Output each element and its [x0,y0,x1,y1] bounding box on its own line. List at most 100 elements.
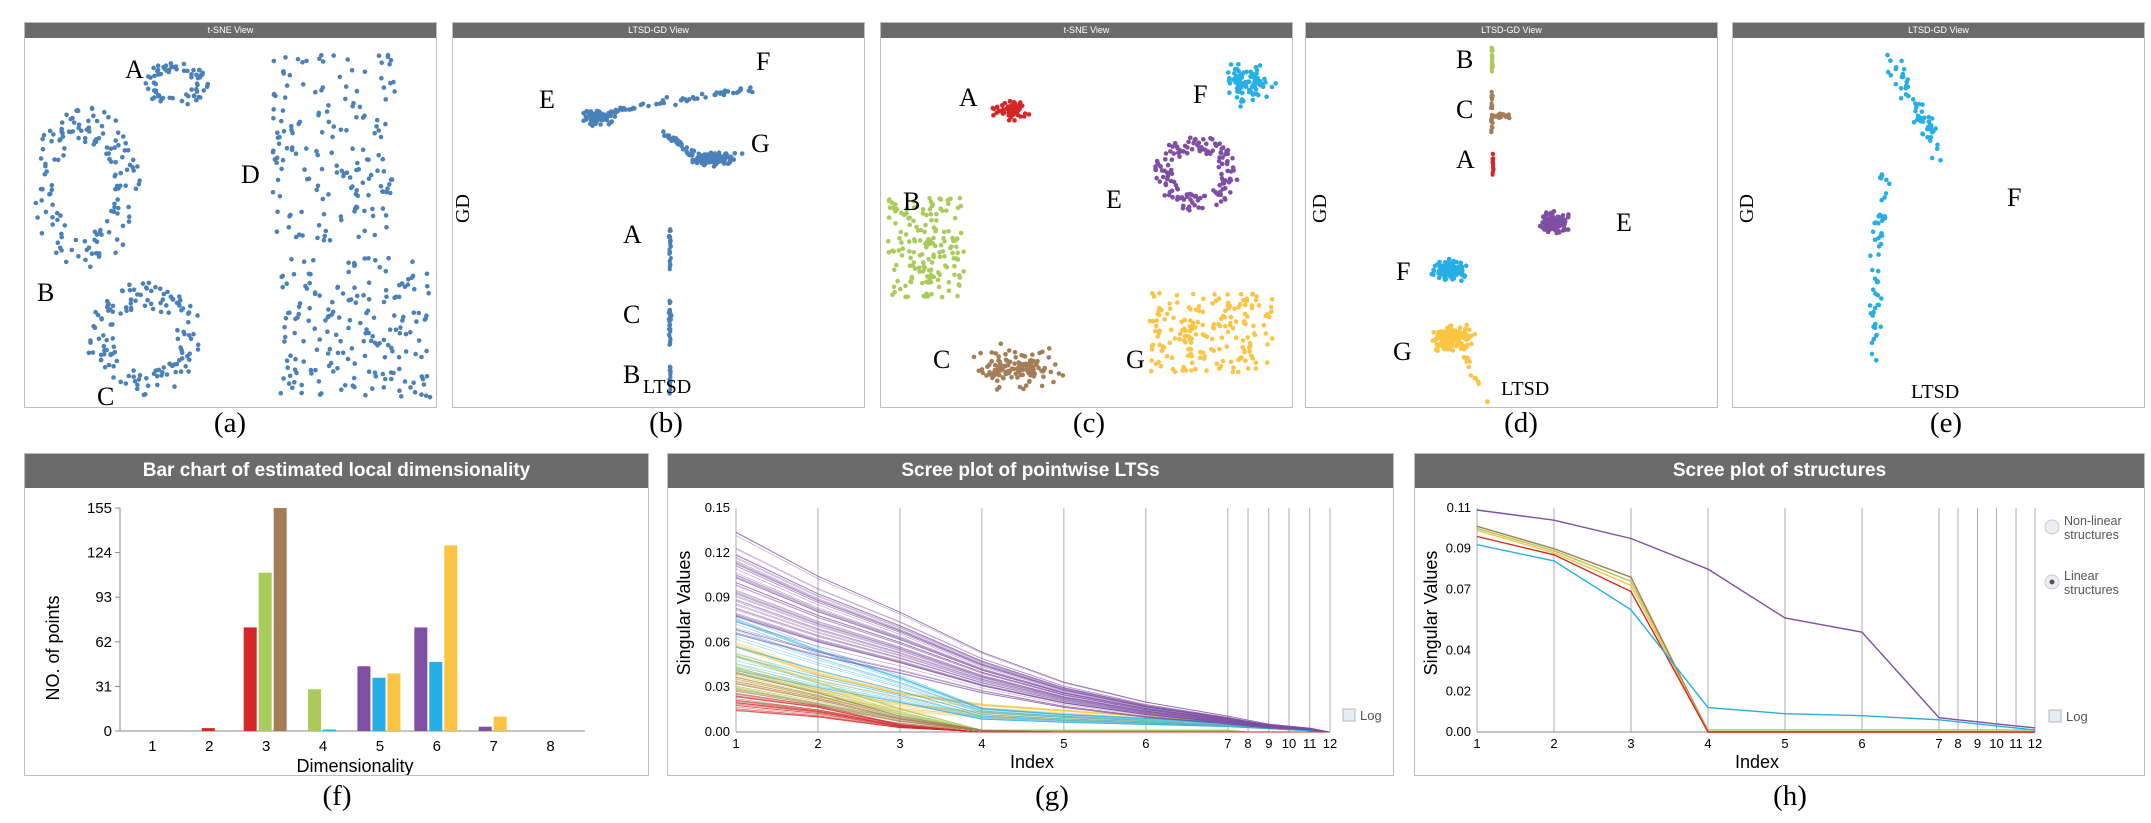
bar[interactable] [273,508,287,731]
bar[interactable] [387,673,401,731]
panel-c-header: t-SNE View [881,23,1292,38]
scatter-point [1442,329,1447,335]
scatter-point [108,146,114,151]
series-line[interactable] [1476,509,2036,729]
structures-plot-svg[interactable]: Singular Values Index Non-linear structu… [1415,488,2144,775]
scatter-point [998,368,1004,373]
bar[interactable] [429,661,443,731]
scatter-point [403,349,409,354]
scatter-point [282,334,288,340]
series-line[interactable] [735,666,1331,733]
scatter-point [370,213,376,219]
panel-e-header: LTSD-GD View [1733,23,2144,38]
series-line[interactable] [735,535,1331,733]
panel-e-scatter[interactable]: GD LTSD F [1733,38,2144,407]
scatter-point [400,318,405,323]
log-checkbox[interactable] [1342,708,1356,722]
series-line[interactable] [1476,544,2036,731]
scatter-point [920,207,926,212]
scatter-point [1015,366,1020,372]
scatter-point [1219,146,1224,152]
scatter-point [955,257,961,262]
scatter-point [1036,365,1041,371]
bar[interactable] [493,716,507,731]
scatter-point [346,260,351,266]
series-line[interactable] [735,632,1331,733]
scatter-point [952,264,957,269]
series-line[interactable] [1476,535,2035,733]
scatter-point [904,206,910,212]
log-checkbox[interactable] [2048,709,2062,723]
scatter-point [334,170,340,175]
bar[interactable] [444,545,458,731]
scatter-point [1193,332,1199,337]
scatter-point [33,200,39,206]
series-line[interactable] [1476,525,2035,733]
scatter-point [361,293,366,298]
x-tick-label: 2 [814,736,821,751]
scatter-point [1200,205,1205,211]
bar[interactable] [323,729,337,731]
scatter-point [908,255,913,261]
scatter-point [1490,172,1495,177]
scatter-point [1437,334,1443,339]
series-line[interactable] [1476,527,2035,731]
bar[interactable] [201,728,215,731]
bar[interactable] [478,726,492,731]
scatter-point [153,90,159,95]
bar-chart-svg[interactable]: NO. of points Dimensionality 03162931241… [25,488,648,775]
scatter-point [1501,112,1506,117]
panel-a-scatter[interactable]: A B C D [25,38,436,407]
series-line[interactable] [735,562,1331,733]
scatter-point [1200,332,1206,337]
scatter-point [1160,344,1166,349]
scatter-point [412,390,418,395]
y-tick-label: 0.02 [1446,683,1471,698]
panel-b-scatter[interactable]: GD LTSD E F G A C B [453,38,864,407]
bar[interactable] [258,572,272,731]
scatter-point [1249,305,1255,311]
scatter-point [1235,369,1241,375]
scatter-point [921,263,926,269]
scree-plot-svg[interactable]: Singular Values Index Log 1 2 3 4 5 6 7 8 9 10 11 1… [668,488,1393,775]
scatter-point [143,81,149,86]
scatter-point [93,309,98,315]
scatter-point [1463,263,1469,269]
scatter-point [1507,115,1512,121]
scatter-point [126,373,132,379]
scatter-point [668,384,673,389]
scatter-point [55,217,60,223]
scatter-point [304,58,309,64]
scatter-point [177,294,182,299]
bar[interactable] [308,689,322,731]
series-line[interactable] [735,615,1331,733]
scatter-point [408,330,413,335]
y-tick-label: 0.04 [1446,643,1471,658]
radio-nonlinear-structures[interactable] [2044,519,2060,535]
scatter-point [195,342,201,348]
scatter-point [1253,79,1259,84]
series-line[interactable] [735,554,1331,733]
bar[interactable] [372,677,386,731]
bar[interactable] [414,627,428,731]
scatter-point [709,158,715,163]
scatter-point [1489,130,1494,135]
scatter-point [1888,73,1894,78]
scatter-point [383,287,389,293]
scatter-point [662,133,667,139]
scatter-point [1872,237,1878,243]
scatter-point [326,307,331,312]
panel-d-scatter[interactable]: GD LTSD B C A E F G [1306,38,1717,407]
cluster-label-a: A [1456,145,1475,174]
bar[interactable] [243,627,257,731]
scatter-point [909,274,915,280]
series-line[interactable] [735,584,1331,733]
legend-linear-line1: Linear [2064,569,2099,583]
panel-c-scatter[interactable]: A F B E C G [881,38,1292,407]
scatter-point [1253,366,1259,371]
scatter-point [1445,325,1450,331]
series-line[interactable] [735,706,1330,733]
x-tick-label: 3 [262,738,270,755]
bar[interactable] [357,666,371,731]
series-line[interactable] [1476,529,2035,733]
